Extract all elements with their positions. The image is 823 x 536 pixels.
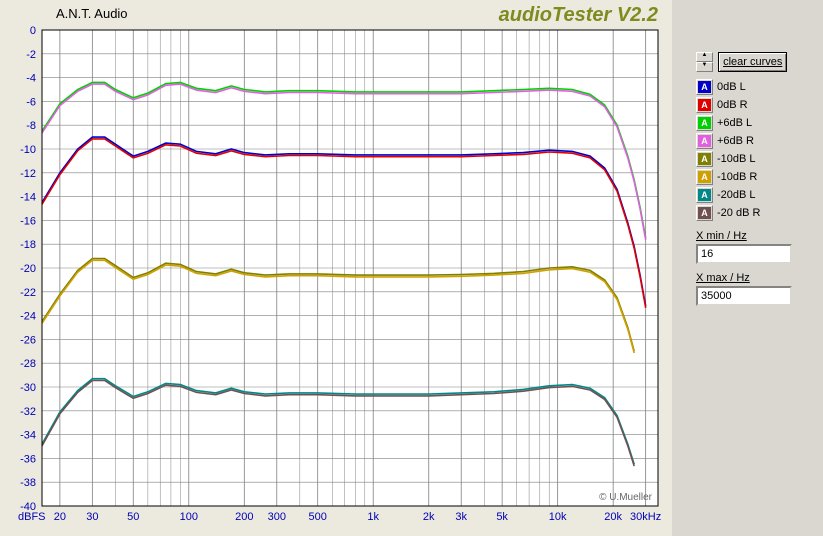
svg-text:-34: -34 — [20, 430, 36, 442]
legend-label: -20dB L — [717, 189, 756, 201]
svg-text:© U.Mueller: © U.Mueller — [599, 492, 653, 503]
svg-text:-24: -24 — [20, 311, 36, 323]
legend-row: A +6dB L — [696, 114, 816, 132]
legend-row: A -20 dB R — [696, 204, 816, 222]
svg-text:-6: -6 — [26, 96, 36, 108]
svg-text:5k: 5k — [496, 511, 508, 523]
side-panel: clear curves A0dB LA0dB RA+6dB LA+6dB RA… — [696, 52, 816, 306]
svg-text:-22: -22 — [20, 287, 36, 299]
legend-label: +6dB R — [717, 135, 754, 147]
legend-label: -10dB L — [717, 153, 756, 165]
legend-swatch[interactable]: A — [696, 169, 713, 185]
legend-row: A -10dB R — [696, 168, 816, 186]
svg-text:-12: -12 — [20, 168, 36, 180]
svg-text:1k: 1k — [367, 511, 379, 523]
svg-text:200: 200 — [235, 511, 253, 523]
clear-curves-button[interactable]: clear curves — [718, 52, 787, 72]
legend-label: 0dB L — [717, 81, 746, 93]
chart-region: A.N.T. Audio audioTester V2.2 0-2-4-6-8-… — [0, 0, 672, 536]
svg-text:-26: -26 — [20, 334, 36, 346]
legend-label: -20 dB R — [717, 207, 760, 219]
legend-swatch[interactable]: A — [696, 133, 713, 149]
xmax-label: X max / Hz — [696, 272, 816, 284]
xmin-input[interactable] — [696, 244, 792, 264]
legend-swatch[interactable]: A — [696, 187, 713, 203]
legend-row: A 0dB R — [696, 96, 816, 114]
svg-text:-32: -32 — [20, 406, 36, 418]
legend-swatch[interactable]: A — [696, 97, 713, 113]
svg-text:20: 20 — [54, 511, 66, 523]
svg-text:-28: -28 — [20, 358, 36, 370]
svg-text:-4: -4 — [26, 73, 36, 85]
svg-text:-30: -30 — [20, 382, 36, 394]
svg-text:-10: -10 — [20, 144, 36, 156]
svg-text:2k: 2k — [423, 511, 435, 523]
svg-text:30kHz: 30kHz — [630, 511, 661, 523]
svg-text:dBFS: dBFS — [18, 511, 46, 523]
legend-swatch[interactable]: A — [696, 115, 713, 131]
svg-text:20k: 20k — [604, 511, 622, 523]
legend-row: A 0dB L — [696, 78, 816, 96]
svg-text:30: 30 — [86, 511, 98, 523]
legend-label: +6dB L — [717, 117, 752, 129]
svg-text:500: 500 — [309, 511, 327, 523]
xmin-label: X min / Hz — [696, 230, 816, 242]
svg-text:-14: -14 — [20, 192, 36, 204]
legend-row: A -20dB L — [696, 186, 816, 204]
legend-swatch[interactable]: A — [696, 151, 713, 167]
legend-swatch[interactable]: A — [696, 79, 713, 95]
svg-text:0: 0 — [30, 25, 36, 37]
legend-label: -10dB R — [717, 171, 757, 183]
svg-text:10k: 10k — [549, 511, 567, 523]
legend-label: 0dB R — [717, 99, 748, 111]
svg-text:100: 100 — [180, 511, 198, 523]
chart-plot: 0 -2 -4 -6 -8 -10 -12 -14 -16 -18 -20 -22 -24 -26 -28 -… — [0, 0, 672, 536]
clear-spinner[interactable] — [696, 52, 713, 72]
legend-row: A +6dB R — [696, 132, 816, 150]
svg-text:-36: -36 — [20, 453, 36, 465]
svg-text:-2: -2 — [26, 49, 36, 61]
svg-text:-18: -18 — [20, 239, 36, 251]
svg-text:-8: -8 — [26, 120, 36, 132]
legend-swatch[interactable]: A — [696, 205, 713, 221]
svg-text:-20: -20 — [20, 263, 36, 275]
svg-text:-38: -38 — [20, 477, 36, 489]
xmax-input[interactable] — [696, 286, 792, 306]
legend-row: A -10dB L — [696, 150, 816, 168]
clear-curves-row: clear curves — [696, 52, 816, 72]
svg-text:-16: -16 — [20, 215, 36, 227]
svg-text:300: 300 — [268, 511, 286, 523]
svg-text:50: 50 — [127, 511, 139, 523]
svg-text:3k: 3k — [455, 511, 467, 523]
